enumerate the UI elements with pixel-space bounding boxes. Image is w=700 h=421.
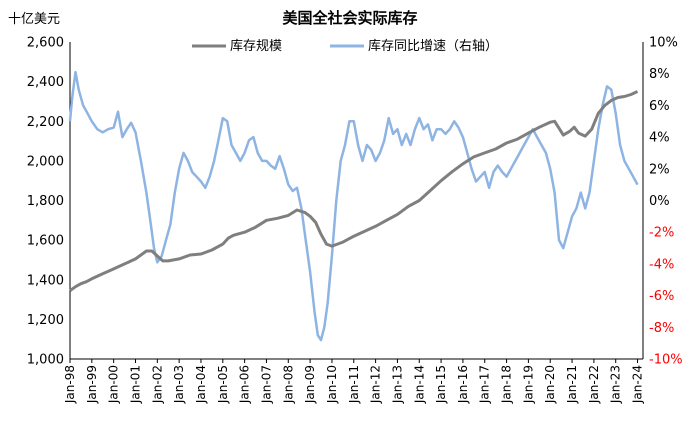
series-line-inventory-growth	[68, 70, 639, 342]
series-line-inventory-level	[69, 90, 639, 292]
x-tick-label: Jan-22	[587, 365, 601, 404]
x-tick-label: Jan-16	[456, 365, 470, 404]
right-tick-label: -4%	[649, 257, 674, 272]
legend-label-inventory-level: 库存规模	[230, 38, 282, 54]
x-tick-label: Jan-18	[500, 365, 514, 404]
x-tick-label: Jan-01	[128, 365, 142, 404]
right-tick-label: 4%	[649, 131, 670, 146]
x-tick-label: Jan-10	[325, 365, 339, 404]
right-tick-label: -10%	[649, 353, 683, 368]
left-tick-label: 1,600	[27, 234, 64, 249]
right-tick-label: 10%	[649, 36, 678, 51]
right-tick-label: -6%	[649, 289, 674, 304]
x-tick-label: Jan-00	[107, 365, 121, 404]
left-tick-label: 1,200	[27, 313, 64, 328]
x-tick-label: Jan-20	[543, 365, 557, 404]
x-tick-label: Jan-19	[521, 365, 535, 404]
x-tick-label: Jan-17	[478, 365, 492, 404]
series-layer	[68, 70, 639, 342]
legend-label-inventory-growth: 库存同比增速（右轴）	[368, 38, 498, 54]
right-tick-label: 8%	[649, 67, 670, 82]
left-axis-unit: 十亿美元	[8, 12, 60, 27]
right-tick-label: -8%	[649, 321, 674, 336]
x-tick-label: Jan-24	[631, 365, 645, 404]
right-tick-label: -2%	[649, 226, 674, 241]
x-tick-label: Jan-99	[85, 365, 99, 404]
x-tick-label: Jan-06	[238, 365, 252, 404]
x-axis: Jan-98 Jan-99 Jan-00 Jan-01 Jan-02 Jan-03 Jan-…	[63, 42, 645, 404]
left-tick-label: 1,800	[27, 194, 64, 209]
left-tick-label: 2,000	[27, 154, 64, 169]
left-tick-label: 2,600	[27, 36, 64, 51]
x-tick-label: Jan-08	[281, 365, 295, 404]
x-tick-label: Jan-04	[194, 365, 208, 404]
left-tick-label: 2,200	[27, 115, 64, 130]
right-tick-label: 2%	[649, 162, 670, 177]
x-tick-label: Jan-02	[150, 365, 164, 404]
left-tick-label: 2,400	[27, 75, 64, 90]
right-tick-label: 6%	[649, 99, 670, 114]
x-tick-label: Jan-21	[565, 365, 579, 404]
left-tick-label: 1,000	[27, 353, 64, 368]
right-axis-ticks: -10% -8% -6% -4% -2% 0% 2% 4% 6% 8% 10%	[649, 36, 683, 368]
x-tick-label: Jan-09	[303, 365, 317, 404]
x-tick-label: Jan-07	[259, 365, 273, 404]
x-tick-label: Jan-12	[369, 365, 383, 404]
x-tick-label: Jan-03	[172, 365, 186, 404]
left-axis-ticks: 1,000 1,200 1,400 1,600 1,800 2,000 2,200 2,400…	[27, 36, 64, 368]
x-tick-label: Jan-15	[434, 365, 448, 404]
legend: 库存规模 库存同比增速（右轴）	[192, 38, 498, 54]
x-tick-label: Jan-13	[390, 365, 404, 404]
x-tick-label: Jan-98	[63, 365, 77, 404]
x-tick-label: Jan-11	[347, 365, 361, 404]
x-tick-label: Jan-23	[609, 365, 623, 404]
chart-title: 美国全社会实际库存	[282, 9, 417, 27]
x-tick-label: Jan-14	[412, 365, 426, 404]
x-tick-label: Jan-05	[216, 365, 230, 404]
left-tick-label: 1,400	[27, 273, 64, 288]
right-tick-label: 0%	[649, 194, 670, 209]
